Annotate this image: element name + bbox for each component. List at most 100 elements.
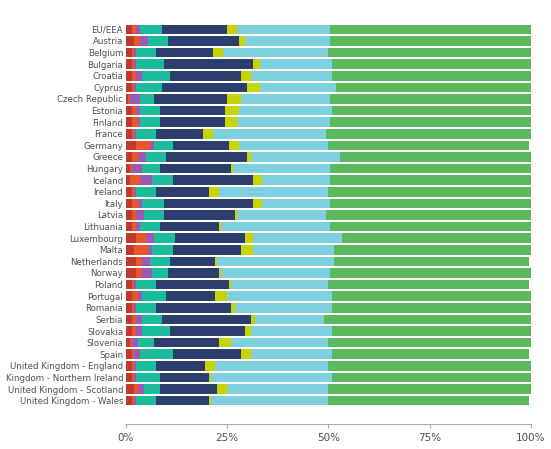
- Bar: [126, 129, 132, 139]
- Bar: [144, 384, 160, 394]
- Bar: [227, 94, 241, 104]
- Bar: [166, 291, 215, 301]
- Bar: [134, 187, 136, 197]
- Bar: [332, 71, 531, 80]
- Bar: [126, 326, 132, 336]
- Bar: [328, 396, 528, 405]
- Bar: [328, 48, 531, 57]
- Bar: [156, 303, 231, 313]
- Bar: [152, 176, 172, 185]
- Bar: [126, 303, 132, 313]
- Bar: [217, 257, 334, 266]
- Bar: [126, 291, 132, 301]
- Bar: [231, 164, 233, 173]
- Bar: [332, 291, 531, 301]
- Bar: [239, 106, 332, 115]
- Bar: [126, 198, 132, 208]
- Bar: [164, 59, 253, 69]
- Bar: [134, 373, 136, 382]
- Bar: [203, 129, 213, 139]
- Bar: [126, 268, 136, 278]
- Bar: [227, 25, 237, 34]
- Bar: [146, 152, 166, 162]
- Bar: [156, 361, 205, 370]
- Bar: [142, 71, 170, 80]
- Bar: [237, 25, 331, 34]
- Bar: [245, 326, 251, 336]
- Bar: [251, 152, 341, 162]
- Bar: [233, 164, 331, 173]
- Bar: [326, 129, 531, 139]
- Bar: [134, 83, 136, 92]
- Bar: [231, 338, 328, 348]
- Bar: [219, 187, 328, 197]
- Bar: [132, 210, 136, 220]
- Bar: [166, 152, 247, 162]
- Bar: [132, 129, 134, 139]
- Bar: [126, 83, 132, 92]
- Bar: [343, 233, 531, 243]
- Bar: [169, 268, 219, 278]
- Bar: [130, 94, 140, 104]
- Bar: [136, 233, 146, 243]
- Bar: [126, 384, 134, 394]
- Bar: [331, 222, 531, 231]
- Bar: [164, 210, 235, 220]
- Bar: [126, 117, 132, 127]
- Bar: [132, 198, 138, 208]
- Bar: [152, 268, 169, 278]
- Bar: [134, 59, 136, 69]
- Bar: [156, 187, 209, 197]
- Bar: [132, 48, 134, 57]
- Bar: [140, 36, 148, 46]
- Bar: [126, 25, 132, 34]
- Bar: [126, 187, 132, 197]
- Bar: [163, 83, 247, 92]
- Bar: [132, 71, 136, 80]
- Bar: [140, 94, 154, 104]
- Bar: [126, 245, 134, 255]
- Bar: [132, 59, 134, 69]
- Bar: [328, 338, 531, 348]
- Bar: [142, 268, 152, 278]
- Bar: [126, 349, 132, 359]
- Bar: [332, 373, 531, 382]
- Bar: [132, 164, 142, 173]
- Bar: [251, 315, 256, 324]
- Bar: [134, 384, 138, 394]
- Bar: [126, 94, 128, 104]
- Bar: [126, 59, 132, 69]
- Bar: [209, 396, 211, 405]
- Bar: [140, 349, 172, 359]
- Bar: [227, 384, 328, 394]
- Bar: [172, 245, 241, 255]
- Bar: [132, 315, 136, 324]
- Bar: [126, 152, 132, 162]
- Bar: [175, 233, 245, 243]
- Bar: [235, 303, 332, 313]
- Bar: [235, 210, 237, 220]
- Bar: [134, 361, 136, 370]
- Bar: [332, 303, 531, 313]
- Bar: [126, 396, 132, 405]
- Bar: [126, 48, 132, 57]
- Bar: [136, 268, 142, 278]
- Bar: [134, 396, 136, 405]
- Bar: [332, 326, 531, 336]
- Bar: [152, 245, 172, 255]
- Bar: [130, 176, 140, 185]
- Bar: [154, 94, 227, 104]
- Bar: [160, 117, 225, 127]
- Bar: [164, 198, 253, 208]
- Bar: [205, 361, 215, 370]
- Bar: [134, 280, 136, 289]
- Bar: [239, 141, 328, 150]
- Bar: [245, 233, 253, 243]
- Bar: [136, 280, 156, 289]
- Bar: [134, 36, 140, 46]
- Bar: [247, 152, 251, 162]
- Bar: [163, 315, 251, 324]
- Bar: [134, 245, 148, 255]
- Bar: [332, 59, 531, 69]
- Bar: [170, 71, 241, 80]
